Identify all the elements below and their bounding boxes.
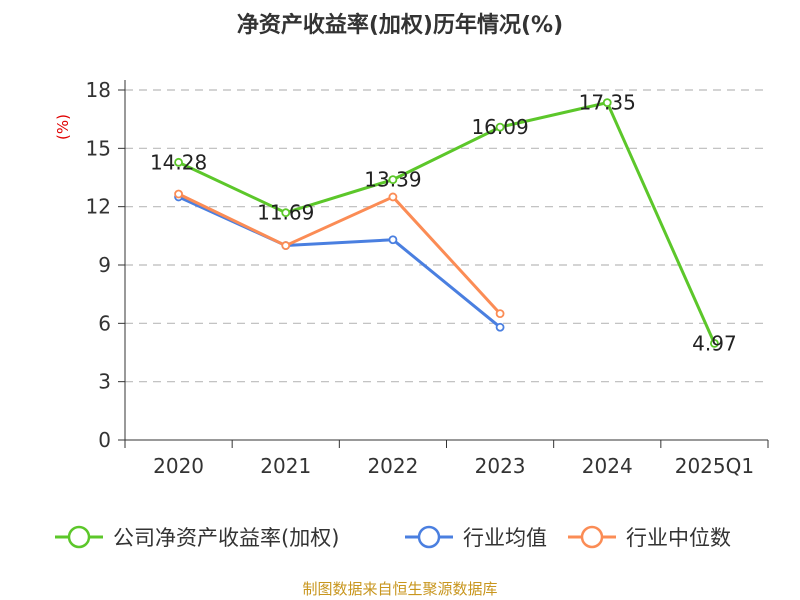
legend-label: 行业中位数 xyxy=(626,526,731,550)
data-label: 11.69 xyxy=(257,201,314,225)
data-point xyxy=(388,192,398,202)
x-tick-label: 2023 xyxy=(475,454,526,478)
x-tick-label: 2024 xyxy=(582,454,633,478)
legend: 公司净资产收益率(加权) 行业均值 行业中位数 xyxy=(55,525,731,550)
data-point xyxy=(281,208,291,218)
legend-marker xyxy=(67,525,91,549)
y-tick-label: 9 xyxy=(98,253,111,277)
y-axis-label: (%) xyxy=(54,114,72,140)
x-tick-label: 2025Q1 xyxy=(675,454,754,478)
y-tick-label: 6 xyxy=(98,311,111,335)
legend-marker xyxy=(580,525,604,549)
data-label: 16.09 xyxy=(471,115,528,139)
data-point xyxy=(281,241,291,250)
data-point xyxy=(495,322,505,332)
data-point xyxy=(602,98,612,108)
data-point xyxy=(495,309,505,319)
chart-title: 净资产收益率(加权)历年情况(%) xyxy=(237,12,563,38)
series-line-2 xyxy=(177,192,502,315)
data-label: 4.97 xyxy=(692,331,737,355)
data-point xyxy=(388,175,398,185)
series-line-0 xyxy=(177,101,716,344)
data-point xyxy=(174,157,183,167)
legend-marker xyxy=(417,525,441,549)
data-point xyxy=(495,122,505,132)
x-tick-label: 2021 xyxy=(260,454,311,478)
data-point xyxy=(710,338,719,348)
y-tick-label: 0 xyxy=(98,428,111,452)
x-tick-label: 2020 xyxy=(153,454,204,478)
y-tick-label: 15 xyxy=(86,136,111,160)
data-label: 13.39 xyxy=(364,168,421,192)
x-tick-label: 2022 xyxy=(367,454,418,478)
y-tick-label: 12 xyxy=(86,195,111,219)
data-source: 制图数据来自恒生聚源数据库 xyxy=(302,580,497,598)
y-tick-label: 18 xyxy=(86,78,111,102)
y-tick-label: 3 xyxy=(98,370,111,394)
data-label: 14.28 xyxy=(150,150,207,174)
legend-label: 行业均值 xyxy=(463,526,547,550)
data-label: 17.35 xyxy=(579,91,636,115)
data-point xyxy=(388,235,398,245)
data-point xyxy=(174,189,183,199)
legend-label: 公司净资产收益率(加权) xyxy=(113,526,339,550)
